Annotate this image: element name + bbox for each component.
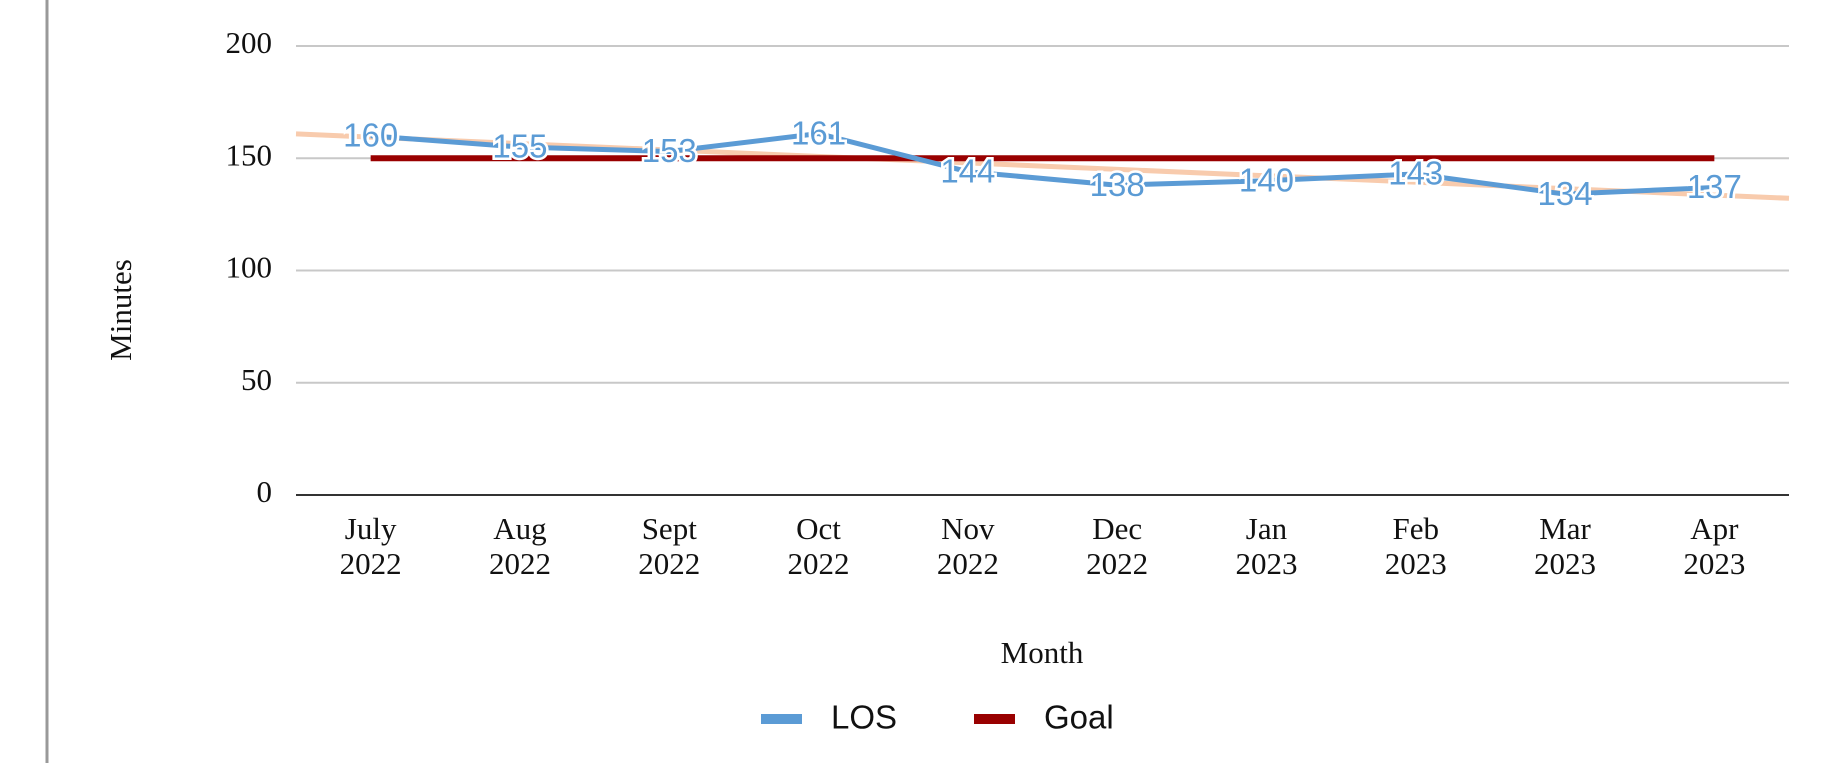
x-tick-label: Oct 2022 <box>788 511 850 581</box>
data-label: 138 <box>1090 166 1145 203</box>
x-tick-label: Jan 2023 <box>1235 511 1297 581</box>
data-label: 144 <box>940 152 995 189</box>
y-axis-label: Minutes <box>103 259 138 361</box>
x-tick-label: July 2022 <box>340 511 402 581</box>
y-tick-label: 100 <box>226 250 273 285</box>
x-tick-label: Dec 2022 <box>1086 511 1148 581</box>
data-label: 153 <box>642 132 697 169</box>
data-label: 134 <box>1538 175 1593 212</box>
data-label: 143 <box>1388 155 1443 192</box>
x-tick-label: Feb 2023 <box>1385 511 1447 581</box>
legend-label: Goal <box>1044 699 1114 736</box>
legend-swatch <box>974 714 1015 724</box>
x-tick-label: Nov 2022 <box>937 511 999 581</box>
x-tick-label: Sept 2022 <box>638 511 700 581</box>
y-tick-label: 50 <box>241 362 272 397</box>
data-label: 137 <box>1687 168 1742 205</box>
x-tick-label: Apr 2023 <box>1683 511 1745 581</box>
legend-swatch <box>761 714 802 724</box>
series-line <box>370 131 1715 197</box>
x-tick-label: Mar 2023 <box>1534 511 1596 581</box>
legend-label: LOS <box>831 699 897 736</box>
y-tick-label: 200 <box>226 25 273 60</box>
data-label: 161 <box>791 114 846 151</box>
y-tick-label: 0 <box>257 474 273 509</box>
x-tick-label: Aug 2022 <box>489 511 551 581</box>
trendline <box>295 131 1790 201</box>
y-tick-label: 150 <box>226 137 273 172</box>
data-label: 155 <box>492 128 547 165</box>
data-label: 140 <box>1239 161 1294 198</box>
x-axis-label: Month <box>1001 635 1084 670</box>
data-label: 160 <box>343 117 398 154</box>
